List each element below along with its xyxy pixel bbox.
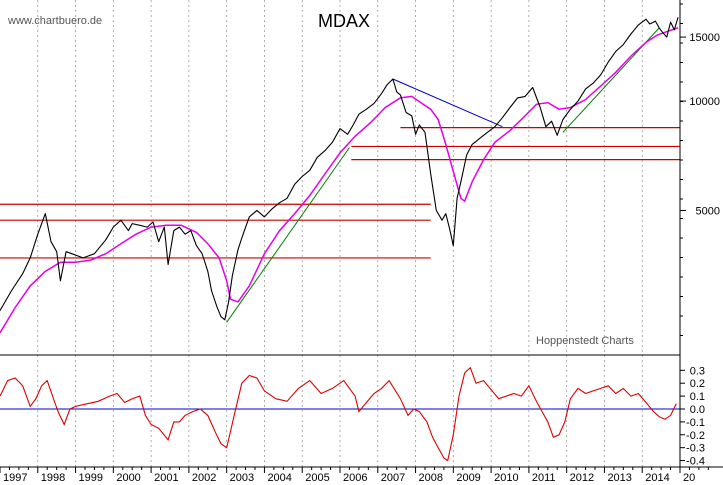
x-tick-label-2008: 2008 xyxy=(419,472,443,484)
axes: 15000 10000 5000 0.30.20.10.0-0.1-0.2-0.3-0… xyxy=(0,3,720,484)
x-tick-label-2003: 2003 xyxy=(230,472,254,484)
y-tick-label-5000: 5000 xyxy=(696,205,720,217)
momentum-tick-label-0.1: 0.1 xyxy=(690,391,705,403)
x-tick-label-1997: 1997 xyxy=(3,472,27,484)
trend-lines xyxy=(226,27,660,323)
x-tick-label-2007: 2007 xyxy=(381,472,405,484)
x-tick-label-2006: 2006 xyxy=(343,472,367,484)
x-tick-label-2012: 2012 xyxy=(570,472,594,484)
x-tick-label-2002: 2002 xyxy=(192,472,216,484)
y-tick-label-15000: 15000 xyxy=(689,32,720,44)
x-tick-label-2004: 2004 xyxy=(267,472,291,484)
x-tick-label-2009: 2009 xyxy=(456,472,480,484)
y-tick-label-10000: 10000 xyxy=(689,96,720,108)
momentum-tick-label--0.4: -0.4 xyxy=(686,456,705,468)
chart-frame xyxy=(0,0,723,468)
momentum-line xyxy=(0,366,677,462)
momentum-tick-label-0.0: 0.0 xyxy=(690,404,705,416)
x-tick-label-2000: 2000 xyxy=(116,472,140,484)
x-tick-label-20: 20 xyxy=(683,472,695,484)
x-tick-label-2001: 2001 xyxy=(154,472,178,484)
momentum-tick-label--0.3: -0.3 xyxy=(686,443,705,455)
downtrend-2007-line xyxy=(392,78,503,128)
support-lines xyxy=(0,127,680,259)
moving-average-line xyxy=(0,27,679,334)
x-tick-label-2011: 2011 xyxy=(532,472,556,484)
momentum-tick-label-0.2: 0.2 xyxy=(690,378,705,390)
x-tick-label-2013: 2013 xyxy=(607,472,631,484)
watermark: www.chartbuero.de xyxy=(7,15,102,27)
x-tick-label-2005: 2005 xyxy=(305,472,329,484)
momentum-panel xyxy=(0,366,680,462)
vertical-grid xyxy=(37,0,643,467)
chart-title: MDAX xyxy=(318,11,370,31)
uptrend-2003-line xyxy=(226,147,350,323)
momentum-tick-label--0.1: -0.1 xyxy=(686,417,705,429)
momentum-tick-label-0.3: 0.3 xyxy=(690,365,705,377)
x-tick-label-2010: 2010 xyxy=(494,472,518,484)
price-line xyxy=(0,17,679,321)
x-tick-label-2014: 2014 xyxy=(645,472,669,484)
x-tick-label-1999: 1999 xyxy=(79,472,103,484)
momentum-tick-label--0.2: -0.2 xyxy=(686,430,705,442)
x-tick-label-1998: 1998 xyxy=(41,472,65,484)
credit-label: Hoppenstedt Charts xyxy=(536,335,634,347)
main-series xyxy=(0,17,679,334)
